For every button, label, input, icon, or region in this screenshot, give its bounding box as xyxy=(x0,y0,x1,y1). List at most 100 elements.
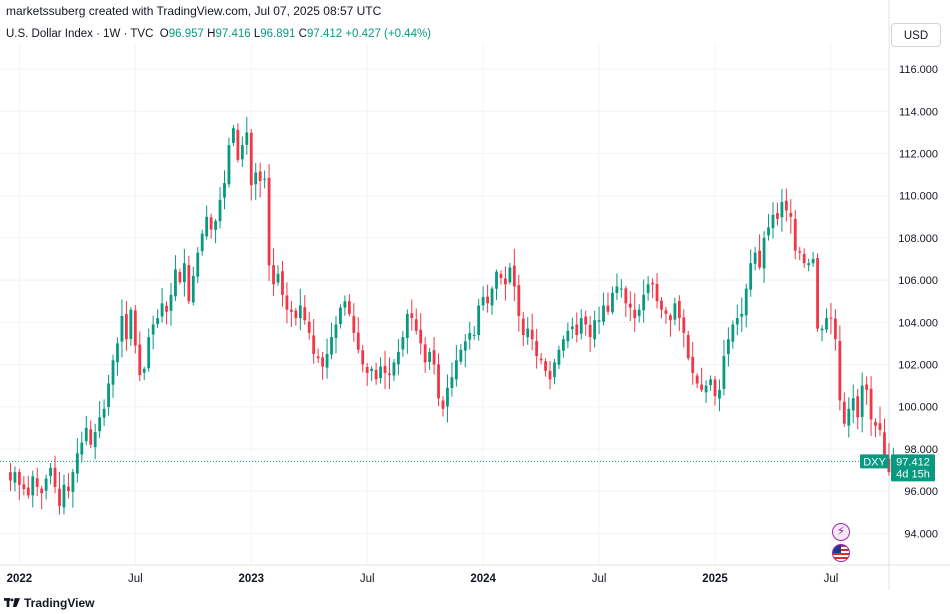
candle-body xyxy=(499,273,503,279)
candle-body xyxy=(704,385,708,393)
candle-body xyxy=(883,432,886,460)
candle-body xyxy=(218,199,222,222)
x-tick-label: Jul xyxy=(360,573,375,585)
currency-button[interactable]: USD xyxy=(891,23,941,47)
candle-body xyxy=(178,272,182,283)
candle-body xyxy=(784,200,788,211)
y-tick-label: 114.000 xyxy=(899,106,938,118)
candle-body xyxy=(700,384,704,390)
candle-body xyxy=(454,360,458,380)
candle-body xyxy=(579,318,583,334)
us-flag-icon[interactable] xyxy=(832,544,850,562)
candle-body xyxy=(410,313,414,319)
candle-body xyxy=(98,417,102,432)
candle-body xyxy=(829,317,833,319)
candle-body xyxy=(486,296,489,304)
low-label: L xyxy=(253,28,261,40)
last-price-label: 97.412 xyxy=(896,456,930,468)
candle-body xyxy=(606,305,610,312)
y-tick-label: 100.000 xyxy=(898,402,938,414)
candle-body xyxy=(789,212,793,217)
candle-body xyxy=(570,326,574,330)
close-value: 97.412 xyxy=(306,28,343,40)
candle-body xyxy=(521,318,525,335)
candle-body xyxy=(156,318,160,324)
candle-body xyxy=(602,305,605,322)
candle-body xyxy=(205,216,209,237)
candle-body xyxy=(811,259,815,264)
candle-body xyxy=(709,379,712,386)
candle-body xyxy=(182,263,186,283)
candle-body xyxy=(655,283,659,302)
candle-body xyxy=(856,396,860,418)
candle-body xyxy=(240,145,244,160)
candle-body xyxy=(450,377,454,389)
candle-body xyxy=(35,478,39,487)
candle-body xyxy=(718,389,721,399)
candle-body xyxy=(677,300,681,319)
candle-body xyxy=(124,314,128,340)
y-tick-label: 98.000 xyxy=(904,444,938,456)
candle-body xyxy=(695,375,699,384)
candle-body xyxy=(191,275,195,303)
candle-body xyxy=(22,484,26,490)
candle-body xyxy=(869,388,873,420)
candle-body xyxy=(13,472,17,483)
x-tick-label: 2024 xyxy=(470,573,496,585)
candle-body xyxy=(111,360,115,385)
candle-body xyxy=(267,177,271,266)
symbol-name[interactable]: U.S. Dollar Index · 1W · TVC xyxy=(6,28,154,40)
high-value: 97.416 xyxy=(215,28,251,40)
candle-body xyxy=(535,341,539,357)
candle-body xyxy=(312,335,316,354)
candle-body xyxy=(802,254,806,264)
countdown-label: 4d 15h xyxy=(896,468,930,480)
candle-body xyxy=(593,320,597,340)
lightning-icon[interactable]: ⚡ xyxy=(832,523,850,541)
symbol-tag-label: DXY xyxy=(863,456,886,468)
last-price-tag xyxy=(891,454,935,482)
candle-body xyxy=(245,132,249,145)
candle-body xyxy=(588,324,592,338)
candle-body xyxy=(664,310,668,314)
low-value: 96.891 xyxy=(260,28,296,40)
candle-body xyxy=(441,400,445,409)
candle-body xyxy=(726,339,730,355)
candle-body xyxy=(481,297,485,306)
candle-body xyxy=(691,356,695,373)
candle-body xyxy=(526,328,530,338)
candle-body xyxy=(325,353,329,368)
candle-body xyxy=(17,472,21,485)
candle-body xyxy=(107,383,110,408)
candle-body xyxy=(597,320,601,322)
candle-body xyxy=(637,309,641,316)
candle-body xyxy=(53,467,57,487)
candle-body xyxy=(383,365,387,373)
candle-body xyxy=(9,472,12,481)
candle-body xyxy=(735,318,739,325)
candle-body xyxy=(437,364,440,399)
candle-body xyxy=(316,356,320,359)
candle-body xyxy=(120,315,124,342)
candle-body xyxy=(673,303,677,320)
candle-body xyxy=(298,305,302,319)
candle-body xyxy=(611,292,614,313)
candle-body xyxy=(553,362,556,377)
candle-body xyxy=(31,476,35,496)
candle-body xyxy=(834,318,837,340)
candle-body xyxy=(397,351,400,365)
candle-body xyxy=(49,467,52,477)
candle-body xyxy=(307,321,311,333)
candle-body xyxy=(682,317,686,333)
candle-body xyxy=(865,384,869,390)
candle-body xyxy=(548,370,552,380)
candle-body xyxy=(584,316,588,325)
candle-body xyxy=(374,369,378,380)
x-tick-label: 2022 xyxy=(7,573,33,585)
candle-body xyxy=(512,265,516,287)
candle-body xyxy=(477,305,481,336)
candle-body xyxy=(660,300,663,310)
candle-body xyxy=(544,361,547,371)
x-tick-label: Jul xyxy=(824,573,839,585)
